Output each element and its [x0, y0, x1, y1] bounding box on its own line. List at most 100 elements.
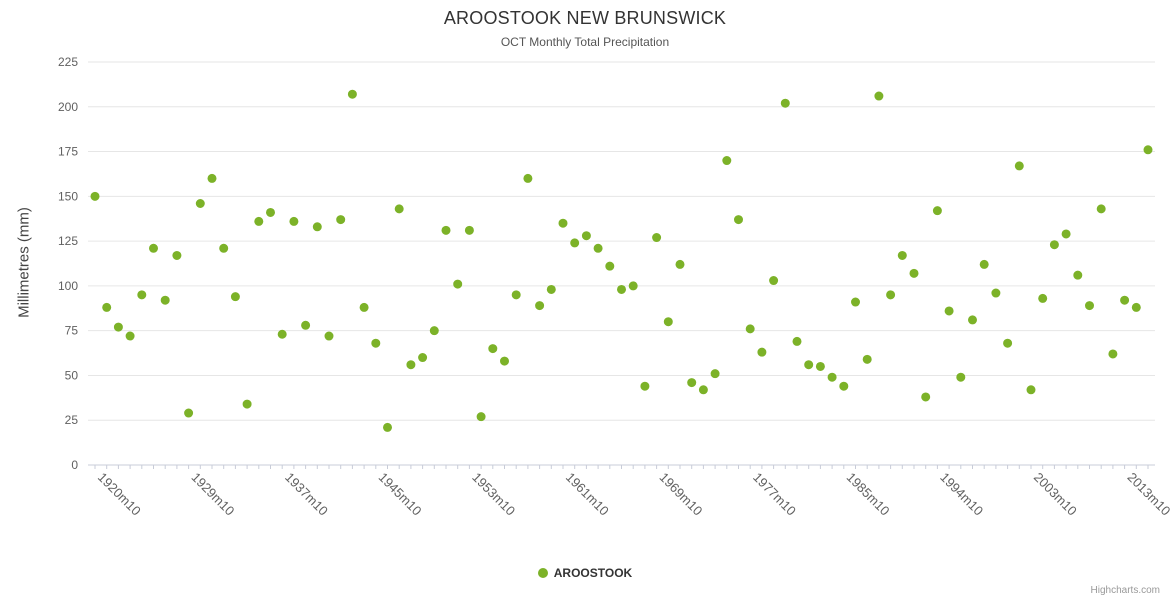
legend: AROOSTOOK: [0, 565, 1170, 583]
data-point[interactable]: [698, 385, 708, 395]
data-point[interactable]: [160, 295, 170, 305]
data-point[interactable]: [102, 302, 112, 312]
data-point[interactable]: [195, 198, 205, 208]
data-point[interactable]: [219, 243, 229, 253]
data-point[interactable]: [874, 91, 884, 101]
legend-item-aroostook[interactable]: AROOSTOOK: [537, 566, 632, 580]
data-point[interactable]: [312, 222, 322, 232]
data-point[interactable]: [476, 412, 486, 422]
data-point[interactable]: [230, 292, 240, 302]
data-point[interactable]: [652, 233, 662, 243]
data-point[interactable]: [1026, 385, 1036, 395]
data-point[interactable]: [1085, 301, 1094, 311]
data-point[interactable]: [570, 238, 580, 248]
data-point[interactable]: [991, 288, 1001, 298]
data-point[interactable]: [149, 243, 158, 253]
data-point[interactable]: [769, 276, 779, 286]
data-point[interactable]: [441, 225, 451, 235]
data-point[interactable]: [1049, 240, 1059, 250]
data-point[interactable]: [886, 290, 896, 300]
data-point[interactable]: [184, 408, 194, 418]
data-point[interactable]: [909, 268, 919, 278]
data-point[interactable]: [1131, 302, 1141, 312]
data-point[interactable]: [979, 259, 989, 269]
data-point[interactable]: [581, 231, 591, 241]
data-point[interactable]: [301, 320, 311, 330]
data-point[interactable]: [921, 392, 931, 402]
data-point[interactable]: [862, 354, 872, 364]
data-point[interactable]: [1143, 145, 1153, 155]
x-tick-label: 1969m10: [656, 470, 705, 519]
data-point[interactable]: [90, 191, 100, 201]
data-point[interactable]: [1073, 270, 1083, 280]
data-point[interactable]: [956, 372, 966, 382]
data-point[interactable]: [722, 156, 732, 166]
data-point[interactable]: [617, 284, 626, 294]
data-point[interactable]: [745, 324, 755, 334]
data-point[interactable]: [968, 315, 977, 325]
data-point[interactable]: [511, 290, 521, 300]
data-point[interactable]: [523, 173, 533, 183]
data-point[interactable]: [1108, 349, 1118, 359]
data-point[interactable]: [1003, 338, 1013, 348]
data-point[interactable]: [254, 216, 264, 226]
data-point[interactable]: [418, 353, 428, 363]
data-point[interactable]: [383, 422, 392, 432]
data-point[interactable]: [324, 331, 334, 341]
data-point[interactable]: [500, 356, 509, 366]
data-point[interactable]: [944, 306, 954, 316]
y-tick-label: 225: [58, 55, 78, 69]
data-point[interactable]: [804, 360, 814, 370]
data-point[interactable]: [371, 338, 381, 348]
data-point[interactable]: [605, 261, 615, 271]
data-point[interactable]: [266, 207, 275, 217]
data-point[interactable]: [687, 378, 697, 388]
data-point[interactable]: [757, 347, 767, 357]
data-point[interactable]: [815, 361, 825, 371]
data-point[interactable]: [675, 259, 685, 269]
data-point[interactable]: [851, 297, 860, 307]
data-point[interactable]: [429, 326, 439, 336]
data-point[interactable]: [207, 173, 217, 183]
data-point[interactable]: [277, 329, 287, 339]
data-point[interactable]: [488, 344, 498, 354]
data-point[interactable]: [628, 281, 638, 291]
data-point[interactable]: [242, 399, 252, 409]
data-point[interactable]: [113, 322, 123, 332]
data-point[interactable]: [827, 372, 837, 382]
data-point[interactable]: [289, 216, 299, 226]
data-point[interactable]: [558, 218, 568, 228]
data-point[interactable]: [453, 279, 463, 289]
data-point[interactable]: [172, 250, 182, 260]
data-point[interactable]: [839, 381, 849, 391]
data-point[interactable]: [1120, 295, 1130, 305]
data-point[interactable]: [1061, 229, 1071, 239]
data-point[interactable]: [640, 381, 650, 391]
data-point[interactable]: [347, 89, 357, 99]
data-point[interactable]: [593, 243, 603, 253]
data-point[interactable]: [932, 206, 942, 216]
data-point[interactable]: [1014, 161, 1024, 171]
chart-title: AROOSTOOK NEW BRUNSWICK: [443, 8, 727, 28]
highcharts-credits-link[interactable]: Highcharts.com: [1090, 585, 1160, 596]
data-point[interactable]: [1096, 204, 1106, 214]
data-point[interactable]: [406, 360, 416, 370]
data-point[interactable]: [1038, 293, 1048, 303]
data-point[interactable]: [336, 215, 346, 225]
data-point[interactable]: [125, 331, 135, 341]
x-tick-label: 1994m10: [937, 470, 986, 519]
data-point[interactable]: [734, 215, 743, 225]
y-tick-label: 75: [65, 324, 79, 338]
data-point[interactable]: [137, 290, 147, 300]
data-point[interactable]: [464, 225, 474, 235]
data-point[interactable]: [359, 302, 369, 312]
data-point[interactable]: [546, 284, 556, 294]
data-point[interactable]: [897, 250, 907, 260]
data-point[interactable]: [663, 317, 673, 327]
data-point[interactable]: [710, 369, 720, 379]
data-point[interactable]: [792, 336, 802, 346]
data-point[interactable]: [535, 301, 545, 311]
data-point[interactable]: [780, 98, 790, 108]
data-point[interactable]: [394, 204, 404, 214]
